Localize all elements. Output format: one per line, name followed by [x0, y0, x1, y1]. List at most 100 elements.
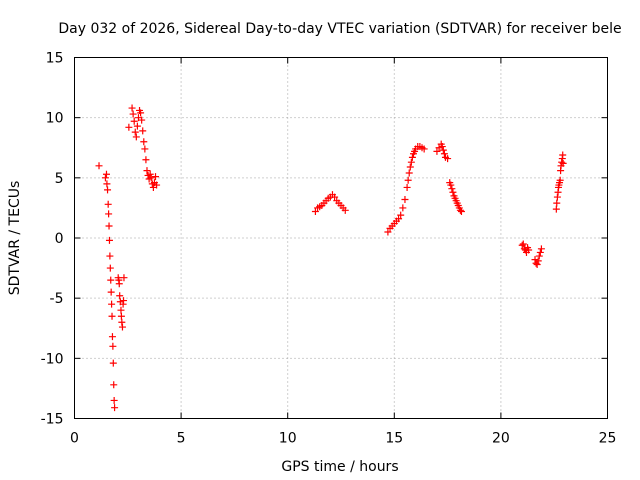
data-point: [559, 151, 567, 159]
data-point: [438, 143, 446, 151]
data-point: [106, 252, 114, 260]
data-point: [129, 110, 137, 118]
data-point: [406, 163, 414, 171]
data-point: [141, 145, 149, 153]
data-point: [140, 138, 148, 146]
data-point: [518, 241, 526, 249]
data-point: [152, 173, 160, 181]
data-point: [397, 211, 405, 219]
chart-title: Day 032 of 2026, Sidereal Day-to-day VTE…: [58, 21, 621, 37]
data-point: [109, 359, 117, 367]
data-point: [104, 200, 112, 208]
data-point: [118, 318, 126, 326]
data-point: [128, 104, 136, 112]
data-point: [120, 274, 128, 282]
data-point: [137, 109, 145, 117]
data-point: [537, 245, 545, 253]
data-point: [120, 297, 128, 305]
data-points: [95, 104, 567, 412]
data-point: [449, 188, 457, 196]
data-point: [552, 205, 560, 213]
x-tick-label: 10: [279, 431, 297, 447]
plot-frame: [74, 57, 608, 419]
data-point: [108, 312, 116, 320]
data-point: [531, 256, 539, 264]
data-point: [533, 260, 541, 268]
data-point: [143, 167, 151, 175]
y-tick-label: -15: [41, 412, 64, 428]
y-tick-label: -5: [50, 291, 64, 307]
data-point: [534, 257, 542, 265]
data-point: [433, 147, 441, 155]
data-point: [108, 300, 116, 308]
y-tick-label: 15: [46, 51, 64, 67]
y-tick-label: 0: [55, 231, 64, 247]
data-point: [105, 222, 113, 230]
data-point: [525, 246, 533, 254]
data-point: [147, 174, 155, 182]
data-point: [95, 162, 103, 170]
data-point: [559, 159, 567, 167]
data-point: [105, 236, 113, 244]
data-point: [104, 186, 112, 194]
data-point: [440, 150, 448, 158]
data-point: [118, 323, 126, 331]
tick-labels: 0 5 10 15 20 25 -15 -10 -5 0 5 10 15: [41, 51, 617, 447]
data-point: [384, 228, 392, 236]
data-point: [439, 146, 447, 154]
data-point: [131, 128, 139, 136]
data-point: [116, 292, 124, 300]
data-point: [456, 206, 464, 214]
y-tick-label: -10: [41, 351, 64, 367]
data-point: [556, 176, 564, 184]
data-point: [405, 169, 413, 177]
data-point: [553, 199, 561, 207]
data-point: [132, 133, 140, 141]
data-point: [117, 312, 125, 320]
data-point: [106, 264, 114, 272]
data-point: [407, 158, 415, 166]
data-point: [110, 381, 118, 389]
data-point: [130, 117, 138, 125]
data-point: [125, 123, 133, 131]
data-point: [558, 158, 566, 166]
data-point: [153, 181, 161, 189]
x-tick-label: 20: [492, 431, 510, 447]
data-point: [107, 276, 115, 284]
data-point: [520, 245, 528, 253]
y-tick-label: 10: [46, 111, 64, 127]
data-point: [331, 193, 339, 201]
data-point: [553, 193, 561, 201]
data-point: [395, 215, 403, 223]
data-point: [146, 170, 154, 178]
grid: [74, 57, 608, 419]
data-point: [448, 185, 456, 193]
y-axis-label: SDTVAR / TECUs: [7, 181, 23, 296]
x-tick-label: 0: [70, 431, 79, 447]
data-point: [102, 170, 110, 178]
data-point: [139, 127, 147, 135]
data-point: [444, 155, 452, 163]
data-point: [105, 210, 113, 218]
data-point: [341, 206, 349, 214]
data-point: [110, 396, 118, 404]
data-point: [117, 306, 125, 314]
data-point: [447, 181, 455, 189]
data-point: [111, 404, 119, 412]
data-point: [399, 204, 407, 212]
data-point: [519, 240, 527, 248]
data-point: [401, 195, 409, 203]
data-point: [133, 122, 141, 130]
data-point: [457, 208, 465, 216]
data-point: [107, 288, 115, 296]
y-tick-label: 5: [55, 171, 64, 187]
data-point: [404, 176, 412, 184]
data-point: [108, 333, 116, 341]
data-point: [103, 180, 111, 188]
data-point: [420, 145, 428, 153]
data-point: [408, 153, 416, 161]
data-point: [536, 248, 544, 256]
data-point: [435, 144, 443, 152]
data-point: [115, 280, 123, 288]
